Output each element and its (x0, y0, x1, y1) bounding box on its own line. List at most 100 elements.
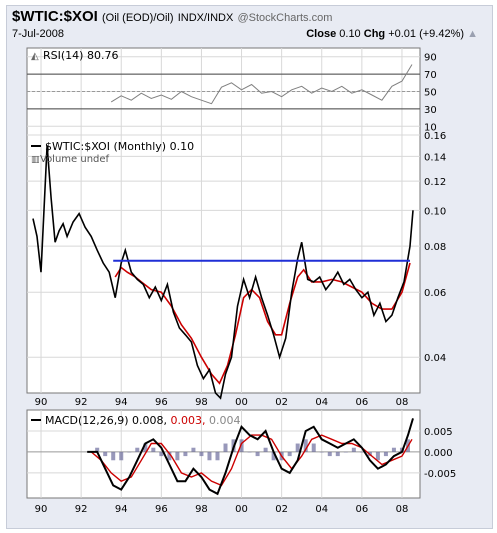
macd-histogram-bar (199, 451, 204, 457)
rsi-grid (27, 48, 420, 135)
volume-icon: ▥ (31, 155, 40, 165)
macd-xtick-label-3: 96 (155, 504, 168, 515)
price-xtick-label-1: 92 (75, 397, 88, 408)
close-label: Close (306, 28, 337, 40)
close-value: 0.10 (339, 28, 361, 40)
quote-line: Close 0.10 Chg +0.01 (+9.42%) ▲ (306, 28, 478, 40)
macd-histogram-bar (295, 443, 300, 452)
macd-histogram-bar (335, 451, 340, 457)
macd-xtick-label-9: 08 (396, 504, 409, 515)
price-legend: $WTIC:$XOI (Monthly) 0.10 ▥ Volume undef (31, 140, 194, 165)
rsi-ytick-label-1: 70 (424, 70, 437, 81)
rsi-ytick-label-4: 10 (424, 122, 437, 133)
macd-histogram-bar (383, 451, 388, 457)
macd-line (87, 418, 414, 496)
macd-x-axis: 90 92 94 96 98 00 02 04 06 08 (35, 504, 409, 515)
price-ytick-label-0: 0.16 (424, 131, 446, 142)
source-label: @StockCharts.com (237, 12, 333, 24)
macd-histogram-bar (167, 451, 172, 461)
rsi-ytick-label-2: 50 (424, 88, 437, 99)
symbol-label: $WTIC:$XOI (12, 8, 98, 25)
macd-histogram-bar (119, 451, 124, 461)
macd-histogram-bar (135, 447, 140, 452)
price-xtick-label-8: 06 (355, 397, 368, 408)
rsi-legend-icon: ◭ (31, 51, 39, 62)
chg-label: Chg (363, 28, 386, 40)
macd-histogram-bar (255, 451, 260, 457)
macd-xtick-label-1: 92 (75, 504, 88, 515)
macd-y-axis: 0.005 0.000 -0.005 (424, 427, 456, 480)
macd-histogram-bar (247, 451, 252, 453)
price-ytick-label-5: 0.06 (424, 288, 446, 299)
macd-histogram-bar (287, 451, 292, 457)
price-ytick-label-1: 0.14 (424, 152, 446, 163)
price-xtick-label-4: 98 (195, 397, 208, 408)
rsi-y-axis: 90 70 50 30 10 (424, 53, 437, 134)
macd-xtick-label-0: 90 (35, 504, 48, 515)
macd-histogram-bar (303, 439, 308, 452)
rsi-ytick-label-0: 90 (424, 53, 437, 64)
macd-xtick-label-7: 04 (315, 504, 328, 515)
price-panel (26, 134, 421, 394)
macd-histogram-bar (95, 447, 100, 452)
price-ytick-label-6: 0.04 (424, 353, 446, 364)
macd-histogram-bar (239, 439, 244, 452)
macd-histogram-bar (375, 451, 380, 461)
price-series (32, 145, 414, 400)
chg-arrow-icon: ▲ (467, 28, 478, 40)
rsi-series (110, 64, 413, 105)
macd-legend-hist: 0.004 (209, 414, 241, 427)
macd-histogram-bar (183, 451, 188, 457)
price-y-axis: 0.16 0.14 0.12 0.10 0.08 0.06 0.04 (424, 131, 446, 364)
volume-label: Volume undef (40, 154, 110, 165)
rsi-line (110, 64, 413, 105)
macd-histogram-bar (327, 451, 332, 457)
macd-histogram-bar (143, 443, 148, 452)
macd-histogram-bar (271, 451, 276, 461)
chart-date: 7-Jul-2008 (12, 28, 64, 40)
macd-xtick-label-2: 94 (115, 504, 128, 515)
macd-histogram-bar (111, 451, 116, 461)
rsi-legend: ◭ RSI(14) 80.76 (31, 49, 118, 62)
macd-histogram-bar (103, 451, 108, 457)
chg-value: +0.01 (+9.42%) (388, 28, 465, 40)
macd-histogram-bar (127, 451, 132, 453)
macd-ytick-label-1: 0.000 (424, 448, 453, 459)
macd-histogram-bar (359, 451, 364, 453)
macd-legend-macd: 0.008, (132, 414, 167, 427)
macd-xtick-label-5: 00 (235, 504, 248, 515)
rsi-legend-text: RSI(14) 80.76 (43, 49, 118, 62)
macd-histogram-bar (263, 447, 268, 452)
macd-histogram-bar (311, 443, 316, 452)
macd-histogram-bar (351, 447, 356, 452)
macd-histogram-bar (159, 451, 164, 457)
price-ytick-label-2: 0.12 (424, 177, 446, 188)
macd-histogram-bar (319, 451, 324, 453)
price-line (32, 145, 414, 400)
macd-histogram-bar (215, 451, 220, 461)
macd-xtick-label-6: 02 (275, 504, 288, 515)
macd-histogram-bar (207, 451, 212, 461)
price-xtick-label-2: 94 (115, 397, 128, 408)
price-xtick-label-5: 00 (235, 397, 248, 408)
price-legend-text: $WTIC:$XOI (Monthly) 0.10 (45, 140, 194, 153)
macd-histogram-bar (391, 447, 396, 452)
exchange-label: INDX/INDX (177, 12, 234, 24)
macd-histogram-bar (175, 451, 180, 461)
price-xtick-label-7: 04 (315, 397, 328, 408)
price-xtick-label-9: 08 (396, 397, 409, 408)
macd-histogram-bar (343, 451, 348, 453)
price-ytick-label-3: 0.10 (424, 206, 446, 217)
chart-header: $WTIC:$XOI (Oil (EOD)/Oil) INDX/INDX @St… (12, 8, 482, 44)
symbol-title: $WTIC:$XOI (Oil (EOD)/Oil) INDX/INDX @St… (12, 8, 332, 25)
macd-legend-prefix: MACD(12,26,9) (45, 414, 129, 427)
macd-histogram-bar (151, 447, 156, 452)
macd-histogram-bar (223, 443, 228, 452)
price-x-axis: 90 92 94 96 98 00 02 04 06 08 (35, 397, 409, 408)
macd-histogram-bar (191, 447, 196, 452)
macd-ytick-label-2: -0.005 (424, 469, 456, 480)
symbol-name: (Oil (EOD)/Oil) (102, 12, 174, 24)
price-xtick-label-6: 02 (275, 397, 288, 408)
macd-legend-signal: 0.003, (171, 414, 206, 427)
macd-legend-text: MACD(12,26,9) 0.008, 0.003, 0.004 (45, 414, 241, 427)
